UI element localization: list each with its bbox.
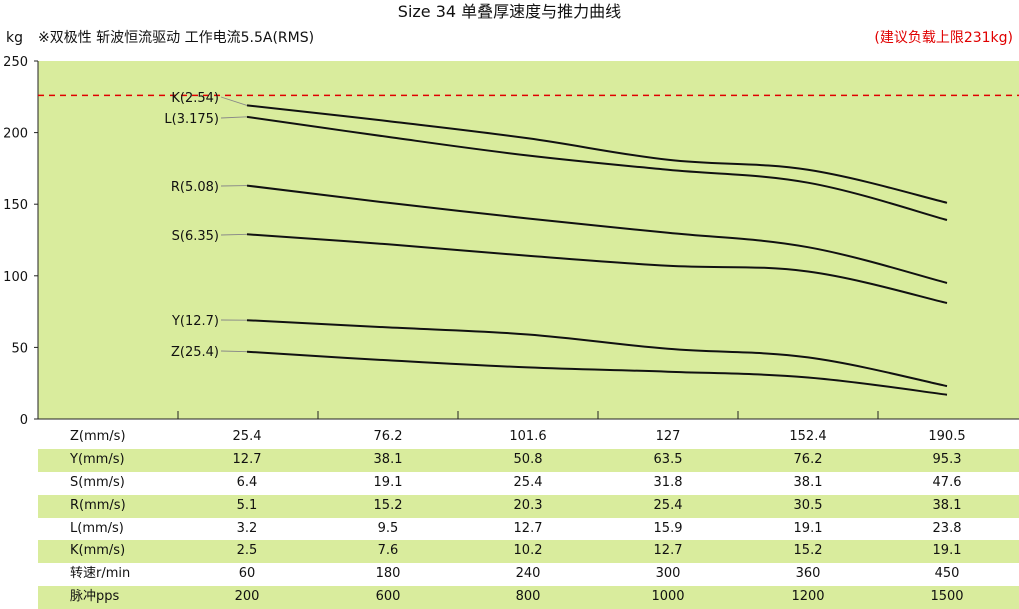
table-cell: 7.6 <box>378 540 399 563</box>
table-cell: 101.6 <box>509 426 546 449</box>
row-label: Z(mm/s) <box>70 426 126 449</box>
row-label: 脉冲pps <box>70 586 119 609</box>
table-row: L(mm/s) 3.2 9.5 12.7 15.9 19.1 23.8 <box>38 518 1019 541</box>
table-cell: 20.3 <box>514 495 543 518</box>
y-tick-label: 50 <box>11 341 28 356</box>
thrust-chart: 0 50 100 150 200 250 K(2.54) L(3.175) R(5.08) S(6… <box>0 0 1019 426</box>
series-label-k: K(2.54) <box>171 91 219 106</box>
table-cell: 19.1 <box>794 518 823 541</box>
table-row: K(mm/s) 2.5 7.6 10.2 12.7 15.2 19.1 <box>38 540 1019 563</box>
table-cell: 47.6 <box>933 472 962 495</box>
table-cell: 152.4 <box>789 426 826 449</box>
table-cell: 12.7 <box>233 449 262 472</box>
table-cell: 63.5 <box>654 449 683 472</box>
table-cell: 6.4 <box>237 472 258 495</box>
table-cell: 76.2 <box>794 449 823 472</box>
y-tick-label: 150 <box>3 198 28 213</box>
series-label-y: Y(12.7) <box>171 314 219 329</box>
row-label: Y(mm/s) <box>70 449 125 472</box>
table-cell: 15.2 <box>794 540 823 563</box>
table-cell: 95.3 <box>933 449 962 472</box>
table-cell: 450 <box>935 563 960 586</box>
table-cell: 31.8 <box>654 472 683 495</box>
table-row: Z(mm/s) 25.4 76.2 101.6 127 152.4 190.5 <box>38 426 1019 449</box>
y-tick-label: 100 <box>3 270 28 285</box>
series-label-s: S(6.35) <box>172 229 219 244</box>
table-cell: 1500 <box>930 586 963 609</box>
row-label: L(mm/s) <box>70 518 124 541</box>
table-cell: 15.2 <box>374 495 403 518</box>
table-cell: 200 <box>235 586 260 609</box>
table-cell: 60 <box>239 563 256 586</box>
table-cell: 25.4 <box>514 472 543 495</box>
table-cell: 76.2 <box>374 426 403 449</box>
table-cell: 800 <box>516 586 541 609</box>
table-cell: 5.1 <box>237 495 258 518</box>
table-cell: 127 <box>656 426 681 449</box>
table-cell: 240 <box>516 563 541 586</box>
series-label-l: L(3.175) <box>164 112 219 127</box>
table-cell: 300 <box>656 563 681 586</box>
table-cell: 12.7 <box>514 518 543 541</box>
table-cell: 38.1 <box>933 495 962 518</box>
table-cell: 600 <box>376 586 401 609</box>
table-cell: 15.9 <box>654 518 683 541</box>
row-label: K(mm/s) <box>70 540 125 563</box>
table-cell: 190.5 <box>928 426 965 449</box>
series-label-r: R(5.08) <box>171 180 219 195</box>
table-cell: 38.1 <box>374 449 403 472</box>
y-tick-label: 0 <box>20 413 28 426</box>
table-cell: 19.1 <box>374 472 403 495</box>
table-row: R(mm/s) 5.1 15.2 20.3 25.4 30.5 38.1 <box>38 495 1019 518</box>
table-row: 转速r/min 60 180 240 300 360 450 <box>38 563 1019 586</box>
table-cell: 1200 <box>791 586 824 609</box>
table-cell: 25.4 <box>233 426 262 449</box>
table-cell: 180 <box>376 563 401 586</box>
series-label-z: Z(25.4) <box>171 345 219 360</box>
table-row: Y(mm/s) 12.7 38.1 50.8 63.5 76.2 95.3 <box>38 449 1019 472</box>
table-row: S(mm/s) 6.4 19.1 25.4 31.8 38.1 47.6 <box>38 472 1019 495</box>
table-cell: 25.4 <box>654 495 683 518</box>
table-cell: 19.1 <box>933 540 962 563</box>
table-cell: 38.1 <box>794 472 823 495</box>
y-tick-label: 250 <box>3 55 28 70</box>
table-cell: 12.7 <box>654 540 683 563</box>
table-cell: 1000 <box>651 586 684 609</box>
row-label: R(mm/s) <box>70 495 126 518</box>
table-cell: 10.2 <box>514 540 543 563</box>
row-label: 转速r/min <box>70 563 130 586</box>
table-cell: 2.5 <box>237 540 258 563</box>
table-cell: 50.8 <box>514 449 543 472</box>
table-cell: 9.5 <box>378 518 399 541</box>
table-cell: 30.5 <box>794 495 823 518</box>
table-cell: 3.2 <box>237 518 258 541</box>
table-cell: 360 <box>796 563 821 586</box>
row-label: S(mm/s) <box>70 472 125 495</box>
table-row: 脉冲pps 200 600 800 1000 1200 1500 <box>38 586 1019 609</box>
table-cell: 23.8 <box>933 518 962 541</box>
y-tick-label: 200 <box>3 127 28 142</box>
